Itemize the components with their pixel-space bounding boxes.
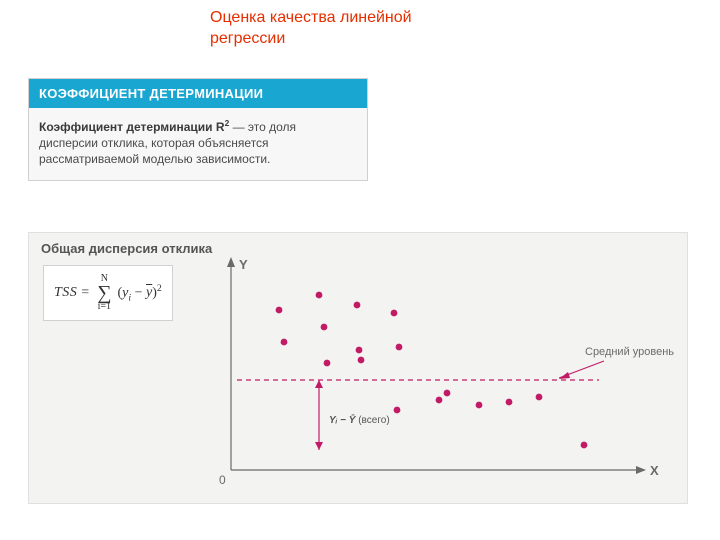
definition-body: Коэффициент детерминации R2 — это доля д…	[29, 108, 367, 180]
definition-card: КОЭФФИЦИЕНТ ДЕТЕРМИНАЦИИ Коэффициент дет…	[28, 78, 368, 181]
svg-text:Средний уровень: Средний уровень	[585, 346, 674, 358]
definition-bold: Коэффициент детерминации R2	[39, 120, 229, 134]
svg-text:0: 0	[219, 473, 226, 487]
scatter-plot: Y X 0 Средний уровень Yᵢ − Ȳ (всего)	[199, 245, 675, 497]
page-title: Оценка качества линейной регрессии	[210, 8, 470, 50]
svg-text:Y: Y	[239, 257, 248, 272]
chart-card: Общая дисперсия отклика TSS = N ∑ i=1 (y…	[28, 232, 688, 504]
definition-header: КОЭФФИЦИЕНТ ДЕТЕРМИНАЦИИ	[29, 79, 367, 108]
tss-formula: TSS = N ∑ i=1 (yi − y)2	[43, 265, 173, 321]
svg-text:X: X	[650, 463, 659, 478]
chart-title: Общая дисперсия отклика	[41, 241, 212, 256]
svg-text:Yᵢ − Ȳ (всего): Yᵢ − Ȳ (всего)	[329, 414, 390, 426]
